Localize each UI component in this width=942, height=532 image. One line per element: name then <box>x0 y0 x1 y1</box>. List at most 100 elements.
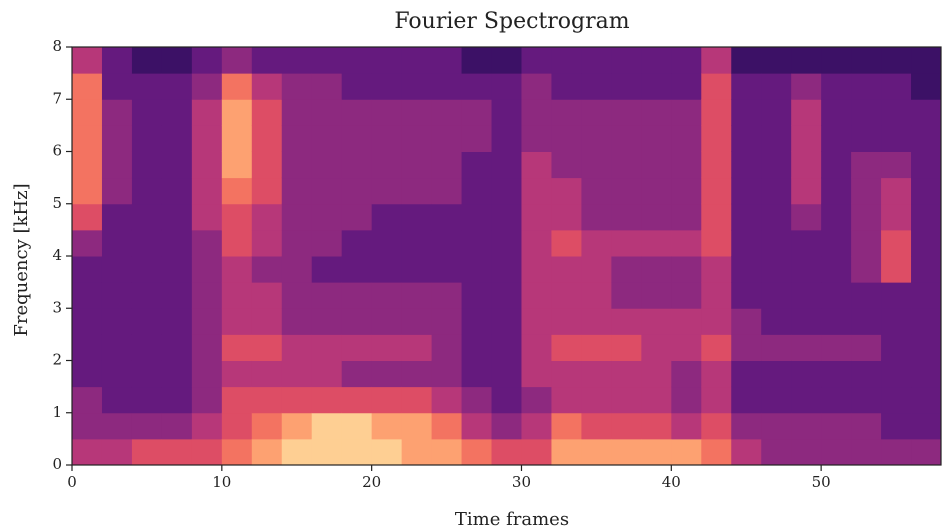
cell <box>791 47 822 74</box>
cell <box>341 125 373 152</box>
cell <box>371 203 403 231</box>
cell <box>221 73 253 100</box>
cell <box>371 99 403 126</box>
cell <box>72 73 103 100</box>
cell <box>551 334 582 361</box>
cell <box>761 282 792 309</box>
cell <box>131 203 163 231</box>
cell <box>311 412 343 440</box>
cell <box>521 256 552 283</box>
cell <box>341 203 373 231</box>
cell <box>551 360 582 388</box>
cell <box>851 229 882 257</box>
cell <box>431 229 463 257</box>
cell <box>791 282 822 309</box>
cell <box>731 438 762 466</box>
cell <box>491 229 522 257</box>
cell <box>551 151 582 179</box>
cell <box>401 229 433 257</box>
cell <box>671 282 702 309</box>
cell <box>731 99 762 126</box>
cell <box>161 47 193 74</box>
cell <box>581 282 612 309</box>
cell <box>131 438 163 466</box>
cell <box>101 203 133 231</box>
cell <box>101 125 133 152</box>
cell <box>251 412 283 440</box>
cell <box>221 282 253 309</box>
cell <box>491 386 522 414</box>
cell <box>281 438 313 466</box>
cell <box>671 229 702 257</box>
cell <box>731 125 762 152</box>
cell <box>401 256 433 283</box>
cell <box>311 334 343 361</box>
cell <box>161 360 193 388</box>
cell <box>401 360 433 388</box>
cell <box>461 386 493 414</box>
cell <box>731 282 762 309</box>
cell <box>401 438 433 466</box>
cell <box>671 203 702 231</box>
cell <box>821 73 852 100</box>
cell <box>731 256 762 283</box>
cell <box>371 125 403 152</box>
cell <box>761 256 792 283</box>
cell <box>461 151 493 179</box>
cell <box>101 386 133 414</box>
cell <box>821 177 852 205</box>
cell <box>551 125 582 152</box>
cell <box>611 412 642 440</box>
cell <box>311 438 343 466</box>
cell <box>641 229 672 257</box>
cell <box>821 412 852 440</box>
cell <box>821 99 852 126</box>
cell <box>161 177 193 205</box>
cell <box>191 438 223 466</box>
cell <box>371 334 403 361</box>
cell <box>851 125 882 152</box>
cell <box>701 438 732 466</box>
cell <box>431 282 463 309</box>
cell <box>491 47 522 74</box>
cell <box>581 386 612 414</box>
cell <box>371 360 403 388</box>
cell <box>431 47 463 74</box>
cell <box>641 360 672 388</box>
cell <box>581 256 612 283</box>
cell <box>401 308 433 335</box>
cell <box>72 151 103 179</box>
cell <box>131 229 163 257</box>
cell <box>311 177 343 205</box>
cell <box>521 177 552 205</box>
cell <box>221 229 253 257</box>
cell <box>521 438 552 466</box>
cell <box>131 308 163 335</box>
cell <box>311 386 343 414</box>
cell <box>72 177 103 205</box>
cell <box>581 203 612 231</box>
cell <box>671 151 702 179</box>
cell <box>161 151 193 179</box>
cell <box>161 203 193 231</box>
cell <box>191 334 223 361</box>
cell <box>101 177 133 205</box>
cell <box>401 47 433 74</box>
x-tick-label: 0 <box>67 473 77 491</box>
x-tick-label: 40 <box>662 473 681 491</box>
cell <box>911 125 942 152</box>
cell <box>761 177 792 205</box>
cell <box>641 308 672 335</box>
cell <box>761 125 792 152</box>
cell <box>431 73 463 100</box>
cell <box>401 386 433 414</box>
cell <box>731 177 762 205</box>
cell <box>581 308 612 335</box>
cell <box>581 99 612 126</box>
cell <box>881 177 912 205</box>
cell <box>281 73 313 100</box>
cell <box>401 125 433 152</box>
cell <box>521 308 552 335</box>
cell <box>371 151 403 179</box>
cell <box>161 125 193 152</box>
